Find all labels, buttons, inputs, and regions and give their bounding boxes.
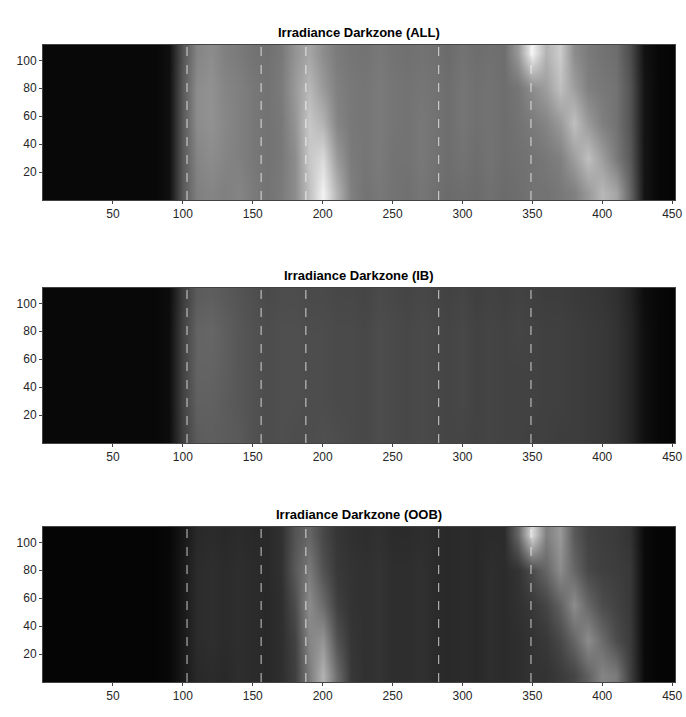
svg-text:450: 450 [662, 689, 682, 703]
svg-text:60: 60 [23, 591, 37, 605]
svg-text:50: 50 [106, 689, 120, 703]
svg-text:450: 450 [662, 450, 682, 464]
svg-text:80: 80 [23, 324, 37, 338]
svg-text:250: 250 [383, 450, 403, 464]
svg-text:100: 100 [173, 207, 193, 221]
svg-text:50: 50 [106, 207, 120, 221]
svg-text:100: 100 [17, 297, 37, 311]
svg-text:300: 300 [452, 689, 472, 703]
svg-text:350: 350 [522, 450, 542, 464]
svg-text:300: 300 [452, 207, 472, 221]
svg-text:400: 400 [592, 207, 612, 221]
svg-text:20: 20 [23, 408, 37, 422]
svg-text:60: 60 [23, 109, 37, 123]
svg-text:100: 100 [173, 450, 193, 464]
svg-text:20: 20 [23, 165, 37, 179]
svg-text:80: 80 [23, 563, 37, 577]
svg-text:20: 20 [23, 647, 37, 661]
svg-text:100: 100 [17, 536, 37, 550]
svg-text:350: 350 [522, 207, 542, 221]
svg-text:200: 200 [313, 207, 333, 221]
svg-text:400: 400 [592, 689, 612, 703]
svg-text:80: 80 [23, 81, 37, 95]
svg-text:60: 60 [23, 352, 37, 366]
svg-text:400: 400 [592, 450, 612, 464]
svg-text:250: 250 [383, 689, 403, 703]
svg-text:100: 100 [17, 54, 37, 68]
svg-text:450: 450 [662, 207, 682, 221]
svg-text:Irradiance Darkzone (OOB): Irradiance Darkzone (OOB) [276, 507, 442, 522]
svg-text:40: 40 [23, 380, 37, 394]
svg-text:150: 150 [243, 450, 263, 464]
svg-text:200: 200 [313, 450, 333, 464]
svg-text:300: 300 [452, 450, 472, 464]
svg-text:350: 350 [522, 689, 542, 703]
svg-text:40: 40 [23, 619, 37, 633]
svg-text:150: 150 [243, 689, 263, 703]
svg-text:100: 100 [173, 689, 193, 703]
svg-text:Irradiance Darkzone (ALL): Irradiance Darkzone (ALL) [278, 25, 440, 40]
svg-text:250: 250 [383, 207, 403, 221]
svg-text:50: 50 [106, 450, 120, 464]
svg-text:40: 40 [23, 137, 37, 151]
svg-text:200: 200 [313, 689, 333, 703]
svg-text:Irradiance Darkzone (IB): Irradiance Darkzone (IB) [284, 268, 434, 283]
svg-text:150: 150 [243, 207, 263, 221]
